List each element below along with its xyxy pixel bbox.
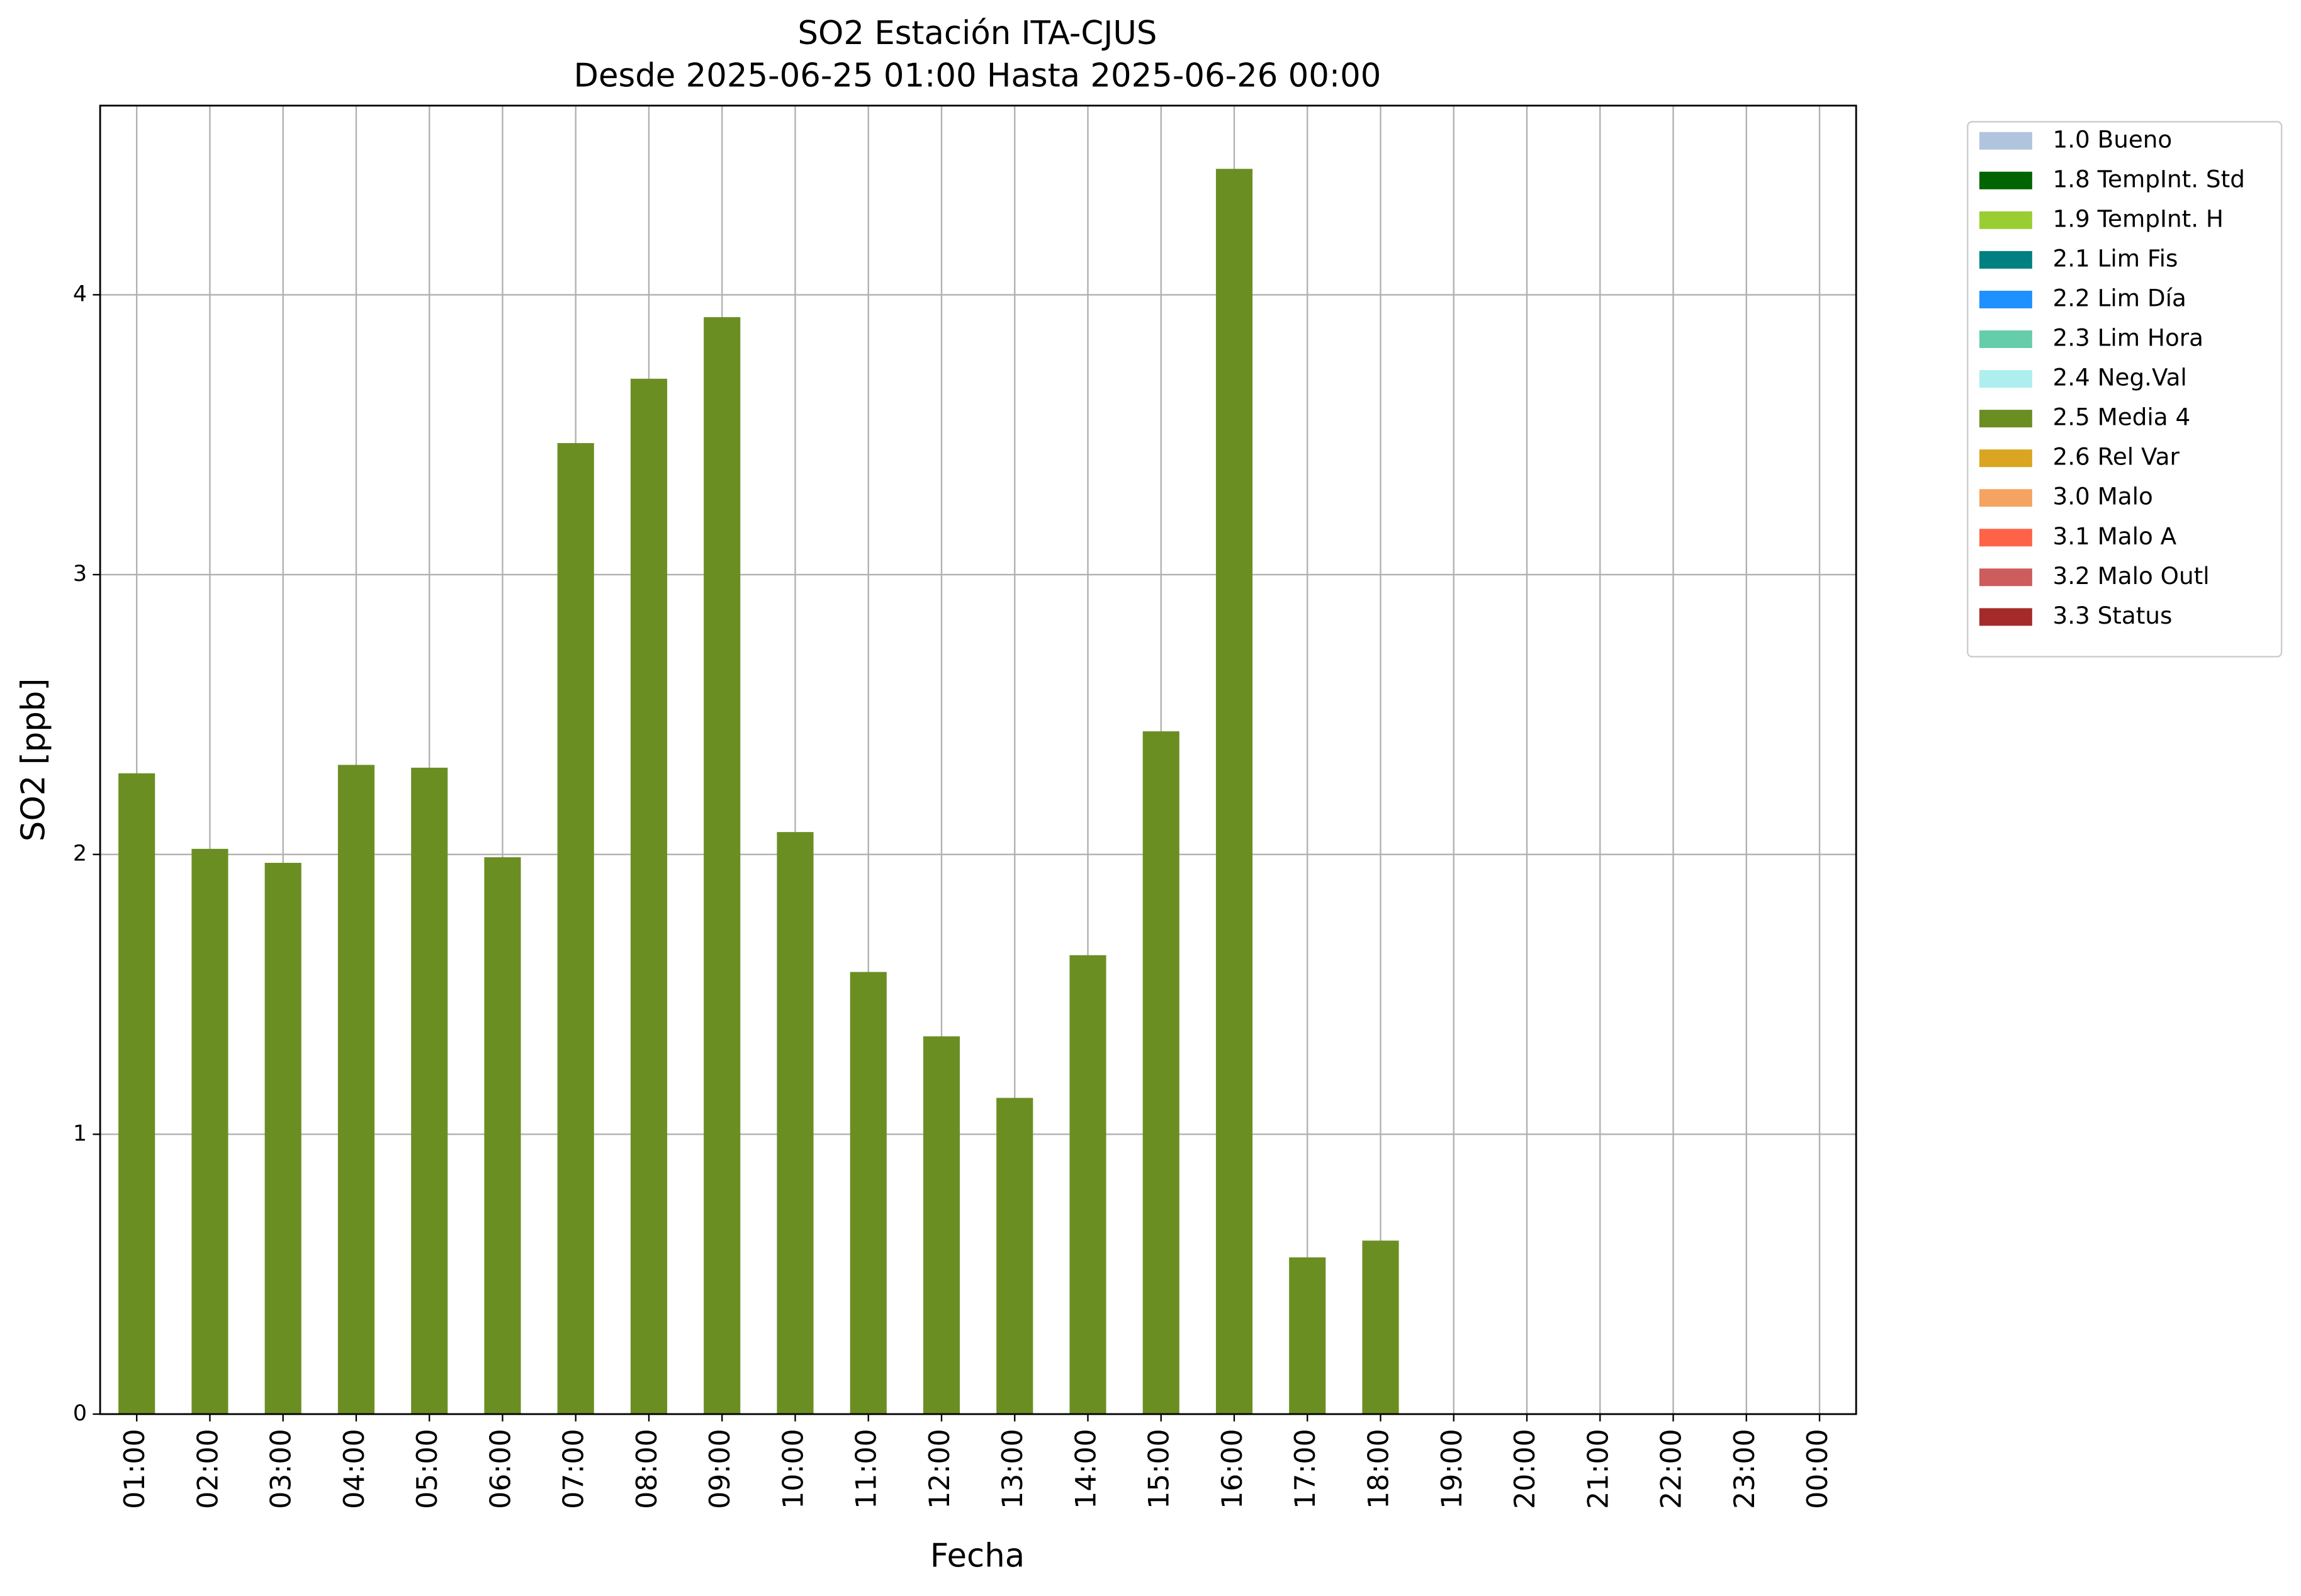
legend-label: 1.8 TempInt. Std xyxy=(2052,165,2244,193)
legend-swatch xyxy=(1979,608,2032,626)
x-tick-label: 21:00 xyxy=(1582,1429,1614,1509)
legend-swatch xyxy=(1979,290,2032,308)
x-tick-label: 02:00 xyxy=(192,1429,224,1509)
x-tick-label: 10:00 xyxy=(777,1429,809,1509)
x-tick-label: 05:00 xyxy=(412,1429,444,1509)
bar xyxy=(850,972,887,1414)
legend-label: 2.5 Media 4 xyxy=(2052,403,2190,431)
bar xyxy=(1289,1257,1326,1414)
y-axis-label: SO2 [ppb] xyxy=(15,678,53,841)
x-tick-label: 01:00 xyxy=(119,1429,151,1509)
legend-swatch xyxy=(1979,489,2032,507)
bar xyxy=(1215,169,1253,1414)
legend-label: 3.2 Malo Outl xyxy=(2052,562,2209,590)
legend-label: 3.3 Status xyxy=(2052,602,2172,629)
bar xyxy=(484,857,521,1414)
legend-swatch xyxy=(1979,330,2032,349)
x-tick-label: 23:00 xyxy=(1729,1429,1761,1509)
y-tick-label: 0 xyxy=(73,1401,87,1426)
y-tick-label: 3 xyxy=(73,561,87,587)
bar xyxy=(777,832,814,1414)
legend-label: 2.4 Neg.Val xyxy=(2052,364,2186,391)
x-tick-label: 07:00 xyxy=(558,1429,590,1509)
chart-subtitle: Desde 2025-06-25 01:00 Hasta 2025-06-26 … xyxy=(574,57,1381,95)
legend-label: 1.9 TempInt. H xyxy=(2052,205,2223,232)
legend-label: 2.2 Lim Día xyxy=(2052,284,2186,312)
x-tick-label: 12:00 xyxy=(924,1429,956,1509)
x-tick-label: 08:00 xyxy=(631,1429,663,1509)
legend-label: 2.3 Lim Hora xyxy=(2052,324,2203,352)
x-tick-label: 03:00 xyxy=(266,1429,298,1509)
x-tick-label: 04:00 xyxy=(339,1429,371,1509)
x-tick-label: 15:00 xyxy=(1144,1429,1176,1509)
y-tick-label: 1 xyxy=(73,1121,87,1146)
bar xyxy=(704,317,741,1414)
bar xyxy=(337,765,375,1414)
x-tick-label: 14:00 xyxy=(1071,1429,1103,1509)
y-tick-label: 2 xyxy=(73,841,87,867)
bar xyxy=(411,767,448,1414)
legend-box xyxy=(1967,121,2283,658)
legend-swatch xyxy=(1979,370,2032,388)
bar xyxy=(1362,1240,1399,1414)
legend-swatch xyxy=(1979,529,2032,547)
x-tick-label: 00:00 xyxy=(1802,1429,1834,1509)
legend-label: 3.0 Malo xyxy=(2052,483,2152,510)
chart-title: SO2 Estación ITA-CJUS xyxy=(798,14,1157,52)
x-tick-label: 19:00 xyxy=(1436,1429,1468,1509)
x-tick-label: 22:00 xyxy=(1656,1429,1688,1509)
legend-swatch xyxy=(1979,132,2032,150)
x-tick-label: 11:00 xyxy=(851,1429,883,1509)
x-tick-label: 18:00 xyxy=(1363,1429,1395,1509)
bar xyxy=(264,863,301,1414)
bar xyxy=(191,848,228,1414)
x-tick-label: 09:00 xyxy=(704,1429,736,1509)
bar xyxy=(923,1036,960,1414)
plot-frame xyxy=(99,104,1857,1415)
legend-label: 2.6 Rel Var xyxy=(2052,443,2180,471)
bar xyxy=(630,378,668,1414)
x-tick-label: 16:00 xyxy=(1217,1429,1249,1509)
legend-label: 1.0 Bueno xyxy=(2052,125,2172,153)
bar xyxy=(557,443,594,1414)
legend-swatch xyxy=(1979,171,2032,189)
y-tick-label: 4 xyxy=(73,281,87,306)
bar xyxy=(118,773,155,1414)
x-tick-label: 20:00 xyxy=(1509,1429,1541,1509)
legend-swatch xyxy=(1979,568,2032,587)
legend-swatch xyxy=(1979,449,2032,468)
x-tick-label: 13:00 xyxy=(997,1429,1029,1509)
legend-swatch xyxy=(1979,410,2032,428)
bar xyxy=(1069,955,1106,1414)
legend-label: 2.1 Lim Fis xyxy=(2052,244,2178,272)
bar xyxy=(996,1098,1033,1414)
x-tick-label: 17:00 xyxy=(1290,1429,1322,1509)
bar xyxy=(1142,731,1179,1414)
x-axis-label: Fecha xyxy=(930,1537,1025,1575)
legend-swatch xyxy=(1979,211,2032,229)
legend-swatch xyxy=(1979,250,2032,269)
x-tick-label: 06:00 xyxy=(485,1429,517,1509)
legend-label: 3.1 Malo A xyxy=(2052,522,2176,550)
